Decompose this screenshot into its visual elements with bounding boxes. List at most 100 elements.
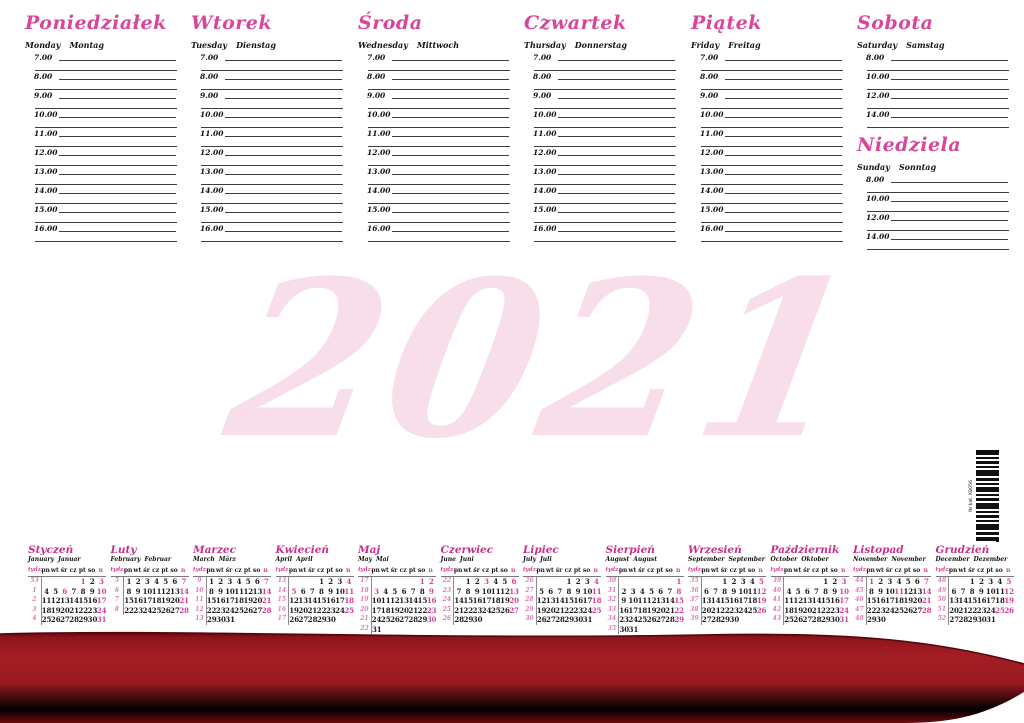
day-cell: 27 <box>701 615 712 624</box>
day-cell: 23 <box>215 605 226 615</box>
time-slot: 10.00 <box>25 110 177 132</box>
week-row: 45 8 9 10 11 12 13 14 <box>853 586 932 596</box>
day-subtitle-en: Tuesday <box>191 40 228 50</box>
weekday-header-cell: śr <box>638 567 645 574</box>
day-cell: 19 <box>500 596 510 605</box>
month-title: Sierpień <box>605 544 655 556</box>
day-cell: 29 <box>820 615 831 624</box>
day-cell: 20 <box>912 596 923 605</box>
weekday-header-cell: n <box>676 567 681 574</box>
half-hour-line <box>201 164 343 166</box>
day-cell: 15 <box>124 596 134 605</box>
day-cell <box>757 615 766 625</box>
weekday-header-cell: pn <box>123 567 133 574</box>
day-cell: 11 <box>995 586 1005 596</box>
day-cell <box>289 577 298 587</box>
hour-line <box>392 155 509 156</box>
weekday-header-cell: wt <box>380 567 389 574</box>
weekday-header-cell: śr <box>720 567 728 574</box>
day-cell: 27 <box>60 615 70 624</box>
week-number-cell: 29 <box>523 605 537 615</box>
day-cell: 26 <box>390 615 400 624</box>
day-cell: 9 <box>429 586 434 596</box>
day-cell: 15 <box>206 596 217 605</box>
weekday-header-cell: so <box>500 567 508 574</box>
week-number-cell: 41 <box>771 596 785 606</box>
day-cell: 19 <box>536 605 547 615</box>
weekday-header-cell: pn <box>453 567 463 574</box>
day-block: Czwartek Thursday Donnerstag 7.00 8.00 9.00 10… <box>524 10 676 246</box>
day-cell: 24 <box>985 605 996 615</box>
time-slot: 9.00 <box>191 91 343 113</box>
day-subtitle-de: Sonntag <box>898 162 937 172</box>
half-hour-line <box>701 145 843 147</box>
planner-column: Czwartek Thursday Donnerstag 7.00 8.00 9.00 10… <box>524 10 676 246</box>
day-cell: 9 <box>621 596 627 605</box>
week-row: 19 10 11 12 13 14 15 16 <box>358 596 437 606</box>
day-cell: 16 <box>426 596 437 605</box>
day-cell: 6 <box>658 586 664 596</box>
day-cell: 25 <box>151 605 162 615</box>
day-cell: 13 <box>802 596 813 605</box>
week-row: 10 8 9 10 11 12 13 14 <box>193 586 272 596</box>
day-subtitle-de: Samstag <box>906 40 945 50</box>
half-hour-line <box>368 88 510 90</box>
week-number-cell: 13 <box>193 615 207 625</box>
day-cell: 15 <box>967 596 978 605</box>
day-cell: 10 <box>481 586 492 596</box>
time-label: 15.00 <box>200 205 224 214</box>
day-cell: 11 <box>894 586 904 596</box>
week-row: 30 26 27 28 29 30 31 <box>523 615 601 625</box>
month-subtitle-en: April <box>275 556 293 563</box>
day-subtitle-en: Friday <box>691 40 720 50</box>
day-cell: 23 <box>87 605 98 615</box>
week-number-cell: 26 <box>523 577 537 587</box>
day-cell: 7 <box>924 577 929 586</box>
hour-line <box>891 182 1008 183</box>
time-label: 15.00 <box>700 205 724 214</box>
day-cell: 19 <box>289 605 299 615</box>
day-cell: 26 <box>756 605 767 615</box>
month-subtitle: April April <box>276 556 356 565</box>
hour-line <box>558 98 675 99</box>
time-slot: 12.00 <box>358 148 510 170</box>
day-cell: 19 <box>793 605 804 615</box>
day-cell <box>500 615 509 625</box>
day-cell: 24 <box>738 605 749 615</box>
time-slot: 11.00 <box>691 129 843 151</box>
time-label: 16.00 <box>34 224 58 233</box>
week-row: 46 15 16 17 18 19 20 21 <box>853 596 932 606</box>
weekday-header-cell: so <box>582 567 591 574</box>
hour-line <box>59 174 176 175</box>
day-cell: 26 <box>160 605 171 615</box>
time-slots: 7.00 8.00 9.00 10.00 11.00 12.00 13.00 14.00 15.… <box>358 53 510 246</box>
day-cell: 18 <box>591 596 602 605</box>
week-number-cell: 17 <box>276 615 290 625</box>
day-cell: 14 <box>921 586 932 596</box>
day-cell: 12 <box>793 596 804 605</box>
day-cell: 1 <box>465 577 471 586</box>
time-label: 14.00 <box>700 186 724 195</box>
weekday-header-cell: cz <box>647 567 655 574</box>
day-cell: 25 <box>344 605 355 615</box>
month-table: tydz. pn wt śr cz pt so n 17 1 2 18 3 4 5 6 7 8 9 19 10 11 12 1… <box>358 567 438 634</box>
time-label: 13.00 <box>533 167 557 176</box>
day-cell: 26 <box>243 605 254 615</box>
half-hour-line <box>35 240 177 242</box>
month-table: tydz. pn wt śr cz pt so n 22 1 2 3 4 5 6 23 7 8 9 10 11 12 13 2… <box>440 567 521 625</box>
month-subtitle-en: February <box>110 556 141 563</box>
hour-line <box>392 98 509 99</box>
day-cell: 3 <box>484 577 489 586</box>
day-cell: 4 <box>154 577 159 586</box>
month-subtitle-de: November <box>891 556 926 563</box>
day-cell: 9 <box>328 586 333 596</box>
month-table: tydz. pn wt śr cz pt so n 39 1 2 3 40 4 5 6 7 8 9 10 41 11 12 1… <box>770 567 851 625</box>
day-title: Sobota <box>857 12 934 34</box>
half-hour-line <box>701 240 843 242</box>
day-cell: 29 <box>866 615 877 624</box>
week-number-cell: 16 <box>276 605 290 615</box>
hour-line <box>558 136 675 137</box>
hour-line <box>59 79 176 80</box>
hour-line <box>725 212 842 213</box>
day-cell: 27 <box>298 615 309 624</box>
